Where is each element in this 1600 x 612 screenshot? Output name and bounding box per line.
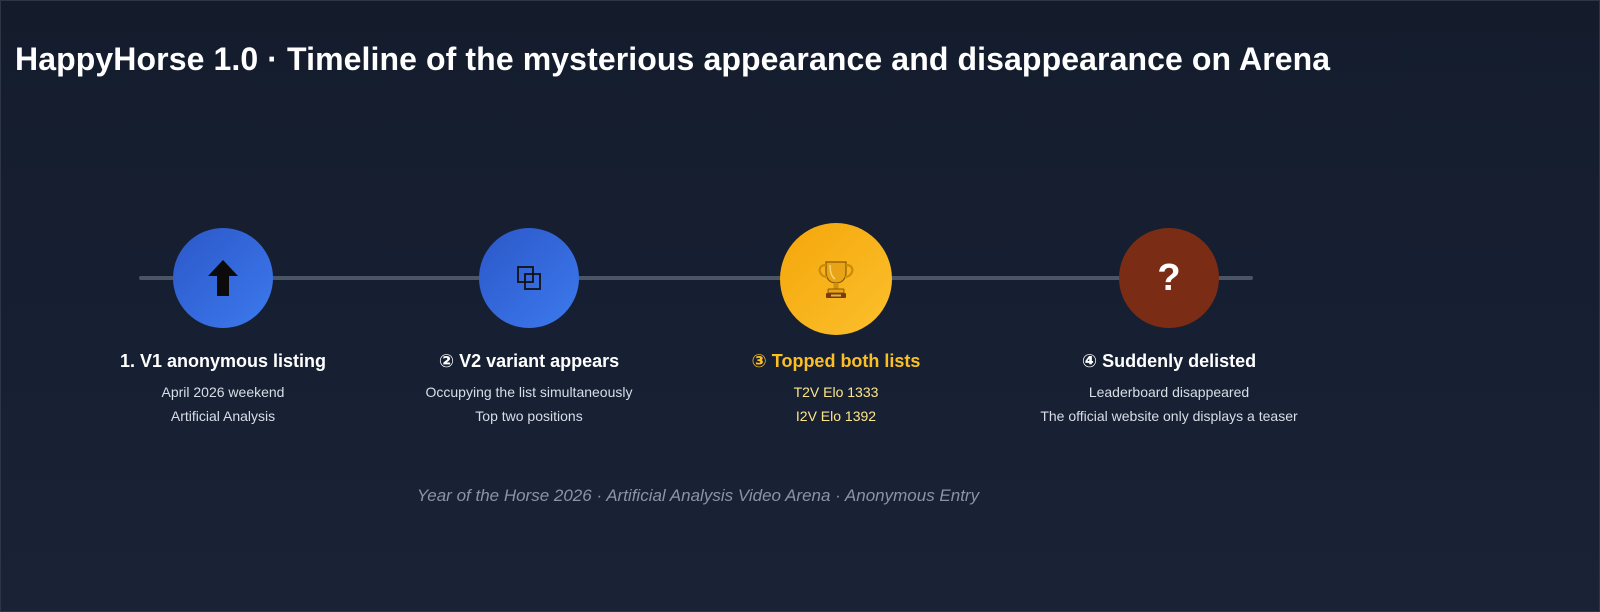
- arrow-up-icon: [208, 260, 238, 296]
- step-2-node: [479, 228, 579, 328]
- step-2-title: ② V2 variant appears: [438, 351, 620, 371]
- timeline-track: [139, 276, 1253, 280]
- step-2-line-2: Top two positions: [475, 408, 583, 424]
- step-1-line-1: April 2026 weekend: [161, 384, 285, 400]
- step-1-node: [173, 228, 273, 328]
- overlapping-squares-icon: [517, 266, 541, 290]
- step-2-line-1: Occupying the list simultaneously: [425, 384, 633, 400]
- step-3-line-1: T2V Elo 1333: [793, 384, 879, 400]
- step-4-node: ?: [1119, 228, 1219, 328]
- step-4-title: ④ Suddenly delisted: [1081, 351, 1257, 371]
- step-1-line-2: Artificial Analysis: [170, 408, 276, 424]
- trophy-icon: [818, 261, 854, 298]
- question-mark-icon: ?: [1157, 257, 1181, 299]
- step-3-line-2: I2V Elo 1392: [795, 408, 877, 424]
- step-4-line-1: Leaderboard disappeared: [1088, 384, 1250, 400]
- step-4-line-2: The official website only displays a tea…: [1040, 408, 1298, 424]
- step-3-title: ③ Topped both lists: [751, 351, 921, 371]
- step-3-node: [780, 223, 892, 335]
- step-1-title: 1. V1 anonymous listing: [119, 351, 327, 371]
- footer-note: Year of the Horse 2026 · Artificial Anal…: [416, 486, 980, 505]
- page-title: HappyHorse 1.0 · Timeline of the mysteri…: [15, 41, 1331, 77]
